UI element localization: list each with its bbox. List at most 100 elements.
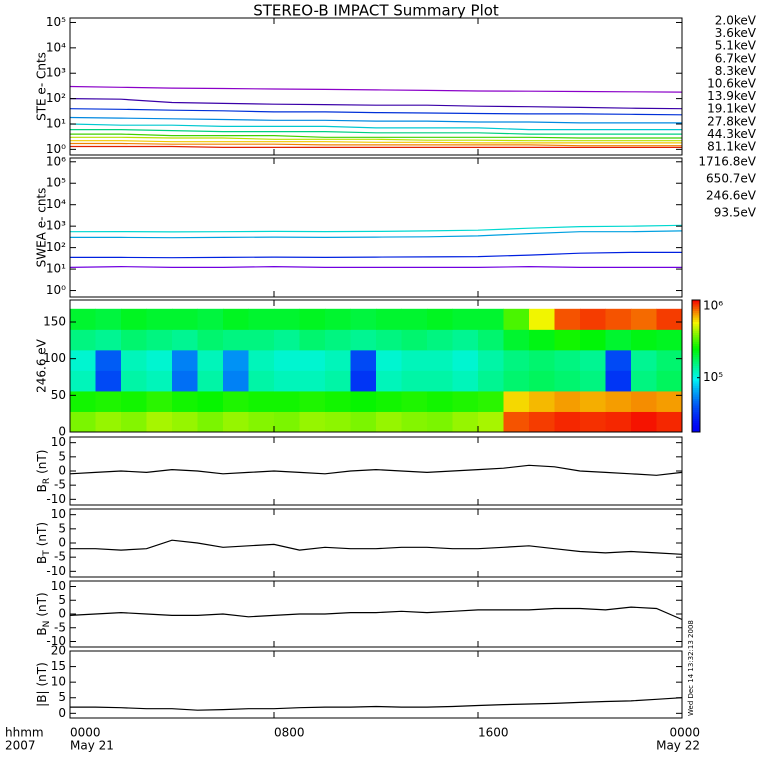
y-axis-label-unit: (nT) <box>35 522 49 546</box>
y-tick-label: 10³ <box>46 219 66 233</box>
legend-entry: 44.3keV <box>707 127 757 141</box>
heatmap-cell <box>503 411 530 433</box>
colorbar-strip <box>692 392 700 396</box>
heatmap-cell <box>605 411 632 433</box>
data-line <box>69 98 683 110</box>
heatmap-cell <box>299 411 326 433</box>
legend-entry: 10.6keV <box>707 77 757 91</box>
colorbar-strip <box>692 333 700 336</box>
heatmap-cell <box>197 308 224 330</box>
colorbar-strip <box>692 346 700 349</box>
y-axis-label-subscript: N <box>42 621 52 628</box>
heatmap-cell <box>172 370 198 392</box>
heatmap-cell <box>274 308 300 330</box>
y-axis-label: BN (nT) <box>35 592 52 635</box>
heatmap-cell <box>223 370 249 392</box>
y-tick-label: 10 <box>51 579 66 593</box>
heatmap-cell <box>197 411 224 433</box>
data-line <box>69 224 683 233</box>
y-tick-label: 10² <box>46 91 66 105</box>
panel-frame <box>69 157 683 298</box>
data-line <box>69 123 682 131</box>
heatmap-cell <box>503 329 530 351</box>
colorbar-strip <box>692 352 700 356</box>
y-tick-label: 10 <box>51 507 66 521</box>
heatmap-cell <box>605 370 632 392</box>
heatmap-cell <box>656 390 683 412</box>
heatmap-cell <box>299 370 326 392</box>
colorbar-strip <box>692 306 700 310</box>
y-tick-label: 5 <box>58 690 66 704</box>
colorbar-strip <box>692 337 700 341</box>
heatmap-cell <box>656 411 683 433</box>
colorbar-strip <box>692 370 700 374</box>
heatmap-cell <box>325 390 351 412</box>
legend-entry: 81.1keV <box>707 140 757 154</box>
heatmap-cell <box>376 370 402 392</box>
heatmap-cell <box>401 411 428 433</box>
heatmap-cell <box>529 370 555 392</box>
heatmap-cell <box>299 308 326 330</box>
heatmap-cell <box>529 308 555 330</box>
heatmap-cell <box>554 349 581 371</box>
heatmap-cell <box>478 329 504 351</box>
y-tick-label: 5 <box>58 449 66 463</box>
colorbar-strip <box>692 355 700 358</box>
legend-entry: 3.6keV <box>715 26 757 40</box>
heatmap-cell <box>554 390 581 412</box>
heatmap-cell <box>223 390 249 412</box>
heatmap-cell <box>529 411 555 433</box>
colorbar-strip <box>692 379 700 382</box>
heatmap-cell <box>146 329 173 351</box>
heatmap-cell <box>427 390 453 412</box>
y-tick-label: 10⁶ <box>46 154 66 168</box>
heatmap-cell <box>631 349 657 371</box>
colorbar-strip <box>692 416 700 420</box>
colorbar-strip <box>692 396 700 400</box>
legend-entry: 246.6eV <box>706 189 757 203</box>
colorbar-strip <box>692 335 700 338</box>
colorbar-strip <box>692 399 700 402</box>
colorbar-frame <box>691 299 701 433</box>
y-axis-label-symbol: B <box>35 484 49 492</box>
heatmap-cell <box>146 370 173 392</box>
timestamp: Wed Dec 14 13:32:13 2008 <box>687 620 695 716</box>
heatmap-cell <box>350 370 377 392</box>
y-tick-label: 0 <box>58 425 66 439</box>
y-tick-label: 10⁴ <box>46 40 66 54</box>
heatmap-cell <box>274 329 300 351</box>
x-date-label: May 21 <box>70 739 114 753</box>
colorbar-strip <box>692 324 700 327</box>
heatmap-cell <box>503 370 530 392</box>
heatmap-cell <box>401 329 428 351</box>
colorbar-strip <box>692 381 700 385</box>
heatmap-cell <box>529 390 555 412</box>
heatmap-cell <box>197 390 224 412</box>
y-tick-label: 10¹ <box>46 262 66 276</box>
y-tick-label: 15 <box>51 659 66 673</box>
y-tick-label: -5 <box>54 478 66 492</box>
y-axis-label: STE e- Cnts <box>35 52 49 121</box>
heatmap-cell <box>325 308 351 330</box>
colorbar-strip <box>692 302 700 305</box>
y-tick-label: -5 <box>54 550 66 564</box>
y-axis-label: |B| (nT) <box>35 662 49 707</box>
heatmap-cell <box>376 308 402 330</box>
y-axis-label: SWEA e- cnts <box>35 188 49 268</box>
heatmap-cell <box>401 390 428 412</box>
heatmap-cell <box>223 329 249 351</box>
data-line <box>69 606 683 621</box>
colorbar-strip <box>692 403 700 407</box>
y-axis-label-subscript: T <box>42 550 52 557</box>
data-line <box>70 145 682 148</box>
heatmap-cell <box>299 349 326 371</box>
heatmap-cell <box>580 411 606 433</box>
colorbar-strip <box>692 315 700 319</box>
heatmap-cell <box>172 411 198 433</box>
data-line <box>70 230 683 239</box>
colorbar-tick-label: 10⁶ <box>703 299 723 313</box>
heatmap-cell <box>631 308 657 330</box>
colorbar-strip <box>692 348 700 352</box>
legend-entry: 93.5eV <box>714 206 757 220</box>
